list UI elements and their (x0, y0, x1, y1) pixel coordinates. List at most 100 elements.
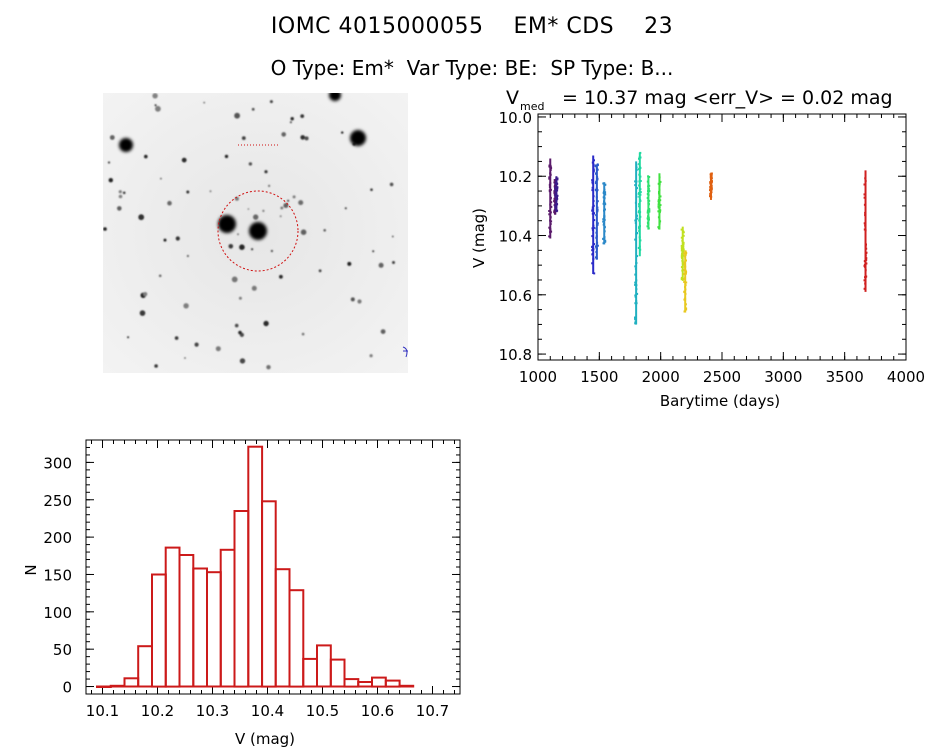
lc-point (593, 272, 596, 275)
star (209, 190, 212, 193)
star (378, 262, 384, 268)
star (264, 170, 268, 174)
star (237, 233, 239, 236)
star (298, 200, 304, 206)
hist-bar (288, 589, 305, 688)
hist-bar (247, 445, 264, 688)
lc-point (604, 183, 607, 186)
star (300, 114, 305, 118)
star (280, 206, 284, 210)
hist-x-tick-label: 10.7 (416, 702, 449, 720)
hist-bar (233, 510, 250, 688)
star (281, 132, 286, 137)
hist-bar (274, 568, 291, 688)
hist-x-tick-label: 10.4 (251, 702, 284, 720)
lc-series (637, 151, 642, 257)
lc-point (682, 231, 685, 234)
hist-axes: 10.1 10.2 10.3 10.4 10.5 10.6 10.7 0 50 100 150 200… (43, 440, 460, 720)
lc-series (680, 226, 685, 281)
star (301, 332, 305, 336)
lc-point (554, 189, 557, 192)
lc-series (657, 173, 662, 230)
lc-point (634, 283, 637, 286)
lc-x-tick-label: 3500 (826, 368, 864, 386)
star (175, 236, 180, 241)
hist-y-tick-label: 0 (62, 679, 72, 697)
star (183, 303, 189, 309)
lc-title-rest: = 10.37 mag <err_V> = 0.02 mag (556, 87, 893, 109)
star (263, 320, 269, 327)
star (380, 329, 386, 334)
star (160, 177, 162, 180)
hist-bar (329, 658, 346, 688)
star (248, 162, 253, 166)
star (167, 200, 172, 206)
hist-bar (261, 500, 277, 688)
star (357, 299, 362, 304)
lc-x-tick-label: 4000 (887, 368, 925, 386)
star (270, 249, 273, 253)
lc-x-tick-label: 2000 (642, 368, 680, 386)
hist-bar (384, 679, 401, 688)
hist-y-tick-label: 150 (43, 566, 72, 584)
lc-title-sub: med (520, 100, 544, 113)
star (290, 117, 294, 121)
lc-y-tick-label: 10.6 (499, 287, 532, 305)
hist-bar (219, 548, 236, 688)
star (239, 244, 245, 250)
lc-series (646, 175, 651, 230)
lc-y-tick-label: 10.0 (499, 109, 532, 127)
star (117, 206, 122, 211)
star (122, 191, 126, 195)
star (194, 342, 199, 347)
hist-plot-frame (85, 439, 461, 695)
star (154, 104, 157, 107)
star (392, 261, 395, 264)
lc-point (685, 252, 688, 254)
hist-y-tick-label: 250 (43, 492, 72, 510)
lc-x-tick-label: 2500 (703, 368, 741, 386)
hist-y-tick-label: 100 (43, 604, 72, 622)
star (234, 323, 239, 328)
star (251, 248, 254, 251)
hist-bar (371, 676, 387, 688)
lc-point (556, 194, 559, 197)
star (139, 310, 146, 316)
hist-y-axis-label: N (22, 564, 40, 575)
star (186, 254, 189, 258)
lc-point (680, 278, 683, 281)
hist-bar (151, 573, 167, 688)
star (369, 354, 373, 358)
star (107, 161, 111, 164)
star (181, 157, 187, 163)
lc-point (637, 247, 640, 249)
star (300, 135, 305, 140)
star (118, 190, 122, 194)
lc-point (593, 219, 596, 222)
lc-series (554, 176, 559, 213)
star (344, 207, 347, 210)
star (155, 105, 161, 112)
hist-bar (178, 554, 195, 688)
star (239, 358, 246, 364)
bright-stars (119, 93, 366, 240)
lc-axes: 1000 1500 2000 2500 3000 3500 4000 10.0 10.2 10.4… (499, 109, 926, 386)
star (231, 276, 238, 283)
star (109, 135, 115, 140)
star (241, 136, 246, 140)
star (268, 184, 271, 187)
lc-point (634, 180, 637, 183)
star (108, 178, 113, 183)
finder-chart-image (103, 93, 408, 373)
aperture-circle (217, 190, 299, 272)
lc-series (634, 161, 639, 325)
lc-point (548, 210, 551, 212)
lc-y-tick-label: 10.4 (499, 228, 532, 246)
star (372, 250, 375, 253)
hist-bar (343, 678, 360, 688)
hist-bars (96, 445, 415, 688)
lc-series (594, 163, 599, 260)
star (251, 107, 255, 111)
lc-point (680, 228, 683, 231)
hist-x-tick-label: 10.5 (306, 702, 339, 720)
